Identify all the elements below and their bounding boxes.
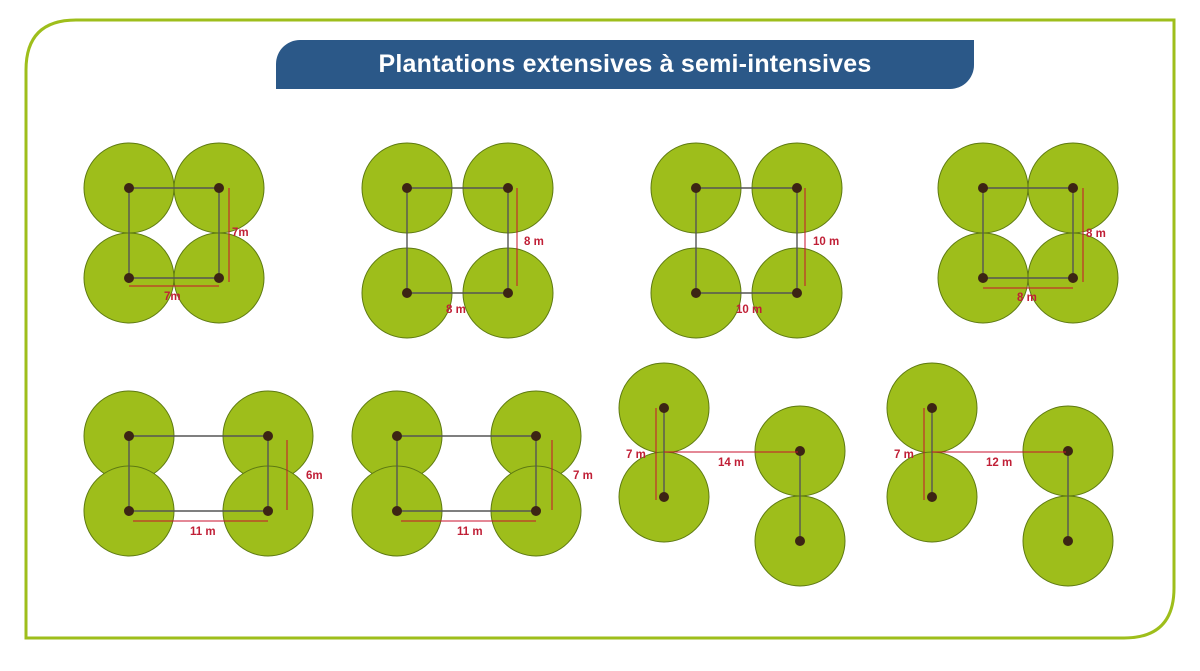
- title-banner: Plantations extensives à semi-intensives: [276, 40, 974, 89]
- spacing-label-tree: 8 m: [446, 304, 466, 316]
- spacing-label-row: 6m: [306, 470, 323, 482]
- tree-trunk: [691, 288, 701, 298]
- pattern-7x7: 7m 7m: [83, 142, 265, 324]
- tree-trunk: [531, 506, 541, 516]
- tree-trunk: [978, 183, 988, 193]
- tree-trunk: [531, 431, 541, 441]
- spacing-label-row: 8 m: [524, 236, 544, 248]
- pattern-7x14-staggered: 7 m 14 m: [618, 362, 846, 587]
- tree-trunk: [124, 273, 134, 283]
- tree-trunk: [392, 431, 402, 441]
- spacing-label-row: 7 m: [894, 449, 914, 461]
- tree-trunk: [263, 431, 273, 441]
- tree-trunk: [124, 183, 134, 193]
- pattern-8x8-a: 8 m 8 m: [361, 142, 554, 339]
- spacing-label-tree: 11 m: [457, 526, 483, 538]
- tree-trunk: [691, 183, 701, 193]
- tree-trunk: [124, 506, 134, 516]
- tree-trunk: [1063, 536, 1073, 546]
- tree-trunk: [1068, 183, 1078, 193]
- tree-trunk: [795, 446, 805, 456]
- tree-trunk: [795, 536, 805, 546]
- spacing-label-row: 7 m: [573, 470, 593, 482]
- spacing-label-row: 7m: [232, 227, 249, 239]
- pattern-8x8-b: 8 m 8 m: [937, 142, 1119, 324]
- spacing-label-tree: 12 m: [986, 457, 1012, 469]
- pattern-7x11: 7 m 11 m: [351, 390, 593, 557]
- tree-trunk: [402, 288, 412, 298]
- pattern-7x12-staggered: 7 m 12 m: [886, 362, 1114, 587]
- tree-trunk: [1068, 273, 1078, 283]
- tree-trunk: [402, 183, 412, 193]
- tree-trunk: [503, 288, 513, 298]
- tree-trunk: [214, 273, 224, 283]
- tree-trunk: [263, 506, 273, 516]
- spacing-label-tree: 8 m: [1017, 292, 1037, 304]
- tree-trunk: [1063, 446, 1073, 456]
- tree-trunk: [503, 183, 513, 193]
- tree-trunk: [978, 273, 988, 283]
- page-title: Plantations extensives à semi-intensives: [378, 50, 872, 78]
- tree-trunk: [392, 506, 402, 516]
- spacing-label-row: 7 m: [626, 449, 646, 461]
- tree-trunk: [927, 403, 937, 413]
- spacing-label-row: 8 m: [1086, 228, 1106, 240]
- tree-trunk: [927, 492, 937, 502]
- pattern-10x10: 10 m 10 m: [650, 142, 843, 339]
- pattern-6x11: 6m 11 m: [83, 390, 323, 557]
- spacing-label-tree: 7m: [164, 291, 181, 303]
- tree-trunk: [659, 403, 669, 413]
- tree-trunk: [792, 183, 802, 193]
- spacing-label-row: 10 m: [813, 236, 839, 248]
- tree-trunk: [659, 492, 669, 502]
- tree-trunk: [214, 183, 224, 193]
- spacing-label-tree: 10 m: [736, 304, 762, 316]
- tree-trunk: [124, 431, 134, 441]
- tree-trunk: [792, 288, 802, 298]
- spacing-label-tree: 14 m: [718, 457, 744, 469]
- spacing-label-tree: 11 m: [190, 526, 216, 538]
